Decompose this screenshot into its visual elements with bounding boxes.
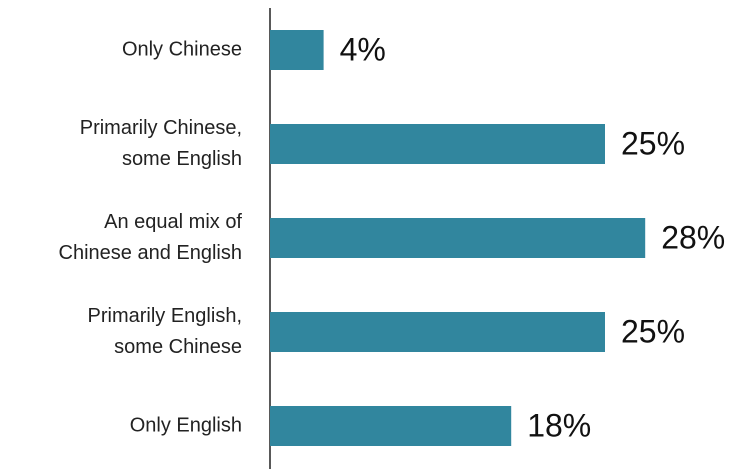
bar	[270, 30, 324, 70]
value-label: 18%	[527, 407, 591, 443]
bar	[270, 124, 605, 164]
value-label: 25%	[621, 125, 685, 161]
value-label: 25%	[621, 313, 685, 349]
category-label: Primarily Chinese, some English	[79, 117, 242, 170]
bar	[270, 312, 605, 352]
bar	[270, 218, 646, 258]
value-label: 4%	[340, 31, 386, 67]
bar	[270, 406, 512, 446]
category-label: Only English	[129, 414, 242, 437]
category-label: Primarily English, some Chinese	[87, 305, 242, 358]
category-label: An equal mix of Chinese and English	[58, 211, 242, 264]
value-label: 28%	[661, 219, 725, 255]
category-label: Only Chinese	[121, 38, 242, 61]
